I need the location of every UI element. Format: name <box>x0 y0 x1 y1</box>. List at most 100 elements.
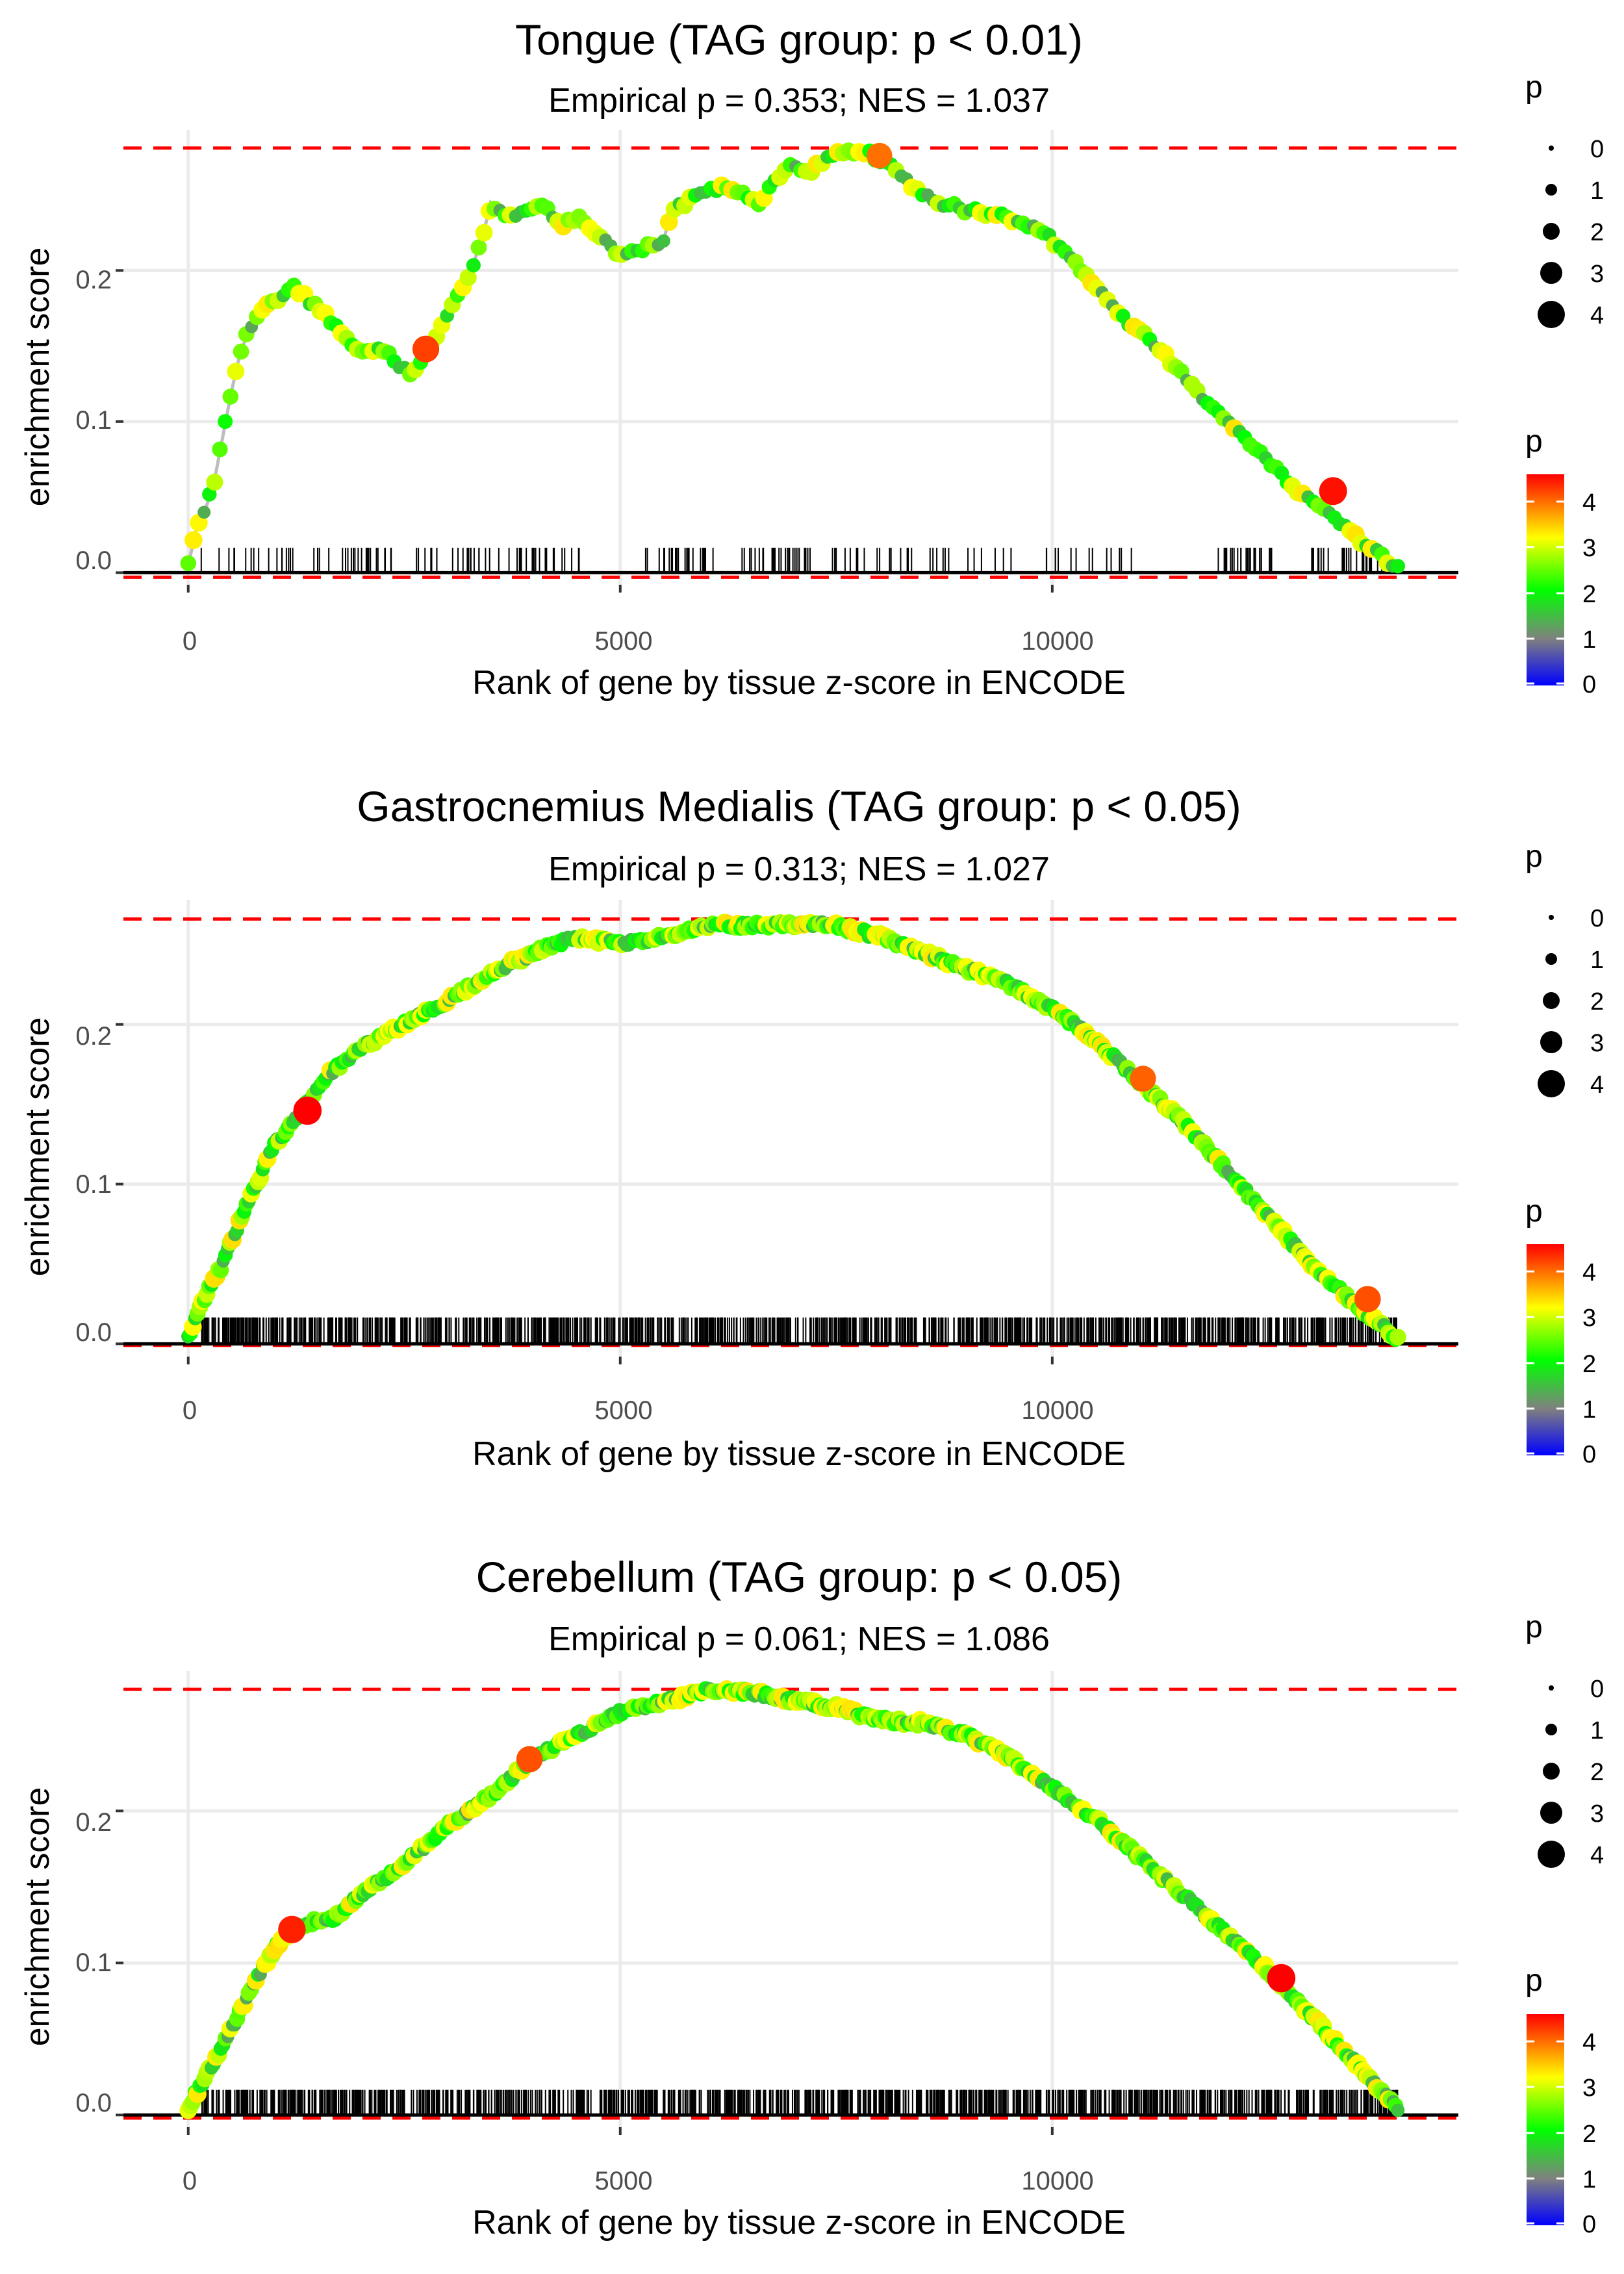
es-curve <box>186 922 1399 1340</box>
gene-point <box>227 363 245 381</box>
gene-point <box>657 234 670 248</box>
legend-size: p 0 1 2 3 4 <box>1525 1610 1604 1869</box>
y-tick-label: 0.1 <box>75 1948 112 1977</box>
plot-area <box>116 130 1458 593</box>
legend-color-title: p <box>1525 424 1543 459</box>
panel-subtitle: Empirical p = 0.313; NES = 1.027 <box>548 850 1050 888</box>
gene-point <box>1390 559 1406 574</box>
legend-size-dot <box>1549 146 1554 151</box>
legend-size-label: 4 <box>1590 1842 1604 1869</box>
y-tick-label: 0.2 <box>75 266 112 294</box>
legend-size-label: 1 <box>1590 177 1604 205</box>
legend-size-title: p <box>1525 1610 1543 1644</box>
legend-size-label: 0 <box>1590 905 1604 932</box>
legend-color-label: 3 <box>1582 1305 1596 1332</box>
legend-size-dot <box>1538 1070 1565 1097</box>
legend-size-title: p <box>1525 839 1543 874</box>
x-tick-label: 10000 <box>1021 627 1093 656</box>
legend-size-label: 4 <box>1590 1071 1604 1099</box>
x-tick-label: 10000 <box>1021 2167 1093 2195</box>
x-tick-label: 0 <box>183 1396 197 1425</box>
legend-size-label: 3 <box>1590 1030 1604 1057</box>
highlighted-gene-point <box>278 1915 306 1943</box>
legend-colorbar: p 4 3 2 1 0 <box>1525 424 1596 698</box>
legend-color-label: 1 <box>1582 2166 1596 2193</box>
legend-size-dot <box>1543 992 1560 1009</box>
gene-point <box>197 505 211 519</box>
panel-title: Cerebellum (TAG group: p < 0.05) <box>476 1553 1123 1601</box>
legend-color-title: p <box>1525 1963 1543 1998</box>
legend-color-label: 4 <box>1582 489 1596 517</box>
legend-size-label: 1 <box>1590 947 1604 974</box>
x-axis-label: Rank of gene by tissue z-score in ENCODE <box>472 664 1126 702</box>
y-tick-label: 0.0 <box>75 546 112 575</box>
legend-size-dot <box>1545 953 1557 965</box>
legend-size-dot <box>1540 1802 1562 1824</box>
colorbar <box>1527 474 1564 685</box>
gene-point <box>233 343 249 360</box>
legend-size-label: 2 <box>1590 1759 1604 1786</box>
y-tick-label: 0.0 <box>75 2089 112 2117</box>
legend-color-label: 4 <box>1582 1259 1596 1286</box>
legend-size: p 0 1 2 3 4 <box>1525 839 1604 1099</box>
legend-size-dot <box>1540 262 1562 284</box>
x-tick-label: 5000 <box>595 627 653 656</box>
legend-color-label: 1 <box>1582 1396 1596 1424</box>
legend-color-title: p <box>1525 1194 1543 1229</box>
gene-point <box>206 474 223 491</box>
y-axis-label: enrichment score <box>19 1787 57 2047</box>
legend-size-dot <box>1538 301 1565 328</box>
legend-size-label: 2 <box>1590 219 1604 246</box>
panel-gastrocnemius: Gastrocnemius Medialis (TAG group: p < 0… <box>19 782 1604 1473</box>
gene-point <box>212 441 228 457</box>
legend-color-label: 4 <box>1582 2029 1596 2056</box>
panel-title: Gastrocnemius Medialis (TAG group: p < 0… <box>357 782 1241 830</box>
panel-subtitle: Empirical p = 0.353; NES = 1.037 <box>548 82 1050 120</box>
gene-point <box>222 389 239 405</box>
panel-tongue: Tongue (TAG group: p < 0.01) Empirical p… <box>19 16 1604 702</box>
x-tick-label: 5000 <box>595 1396 653 1425</box>
highlighted-gene-point <box>867 142 893 169</box>
legend-color-label: 1 <box>1582 626 1596 654</box>
gene-point <box>1391 2103 1405 2117</box>
colorbar <box>1527 1244 1564 1455</box>
panel-cerebellum: Cerebellum (TAG group: p < 0.05) Empiric… <box>19 1553 1604 2242</box>
colorbar <box>1527 2014 1564 2225</box>
legend-size-label: 0 <box>1590 136 1604 163</box>
legend-color-label: 2 <box>1582 2121 1596 2148</box>
legend-color-label: 0 <box>1582 671 1596 698</box>
gene-point <box>475 224 493 242</box>
legend-color-label: 3 <box>1582 535 1596 562</box>
legend-color-label: 2 <box>1582 1351 1596 1378</box>
gene-point <box>466 258 481 273</box>
es-curve <box>186 1689 1399 2110</box>
legend-color-label: 2 <box>1582 581 1596 608</box>
x-axis-label: Rank of gene by tissue z-score in ENCODE <box>472 2204 1126 2242</box>
legend-size-label: 2 <box>1590 988 1604 1016</box>
gene-point <box>459 268 477 287</box>
highlighted-gene-point <box>1267 1963 1296 1993</box>
legend-size-dot <box>1549 915 1554 920</box>
highlighted-gene-point <box>516 1746 543 1773</box>
highlighted-gene-point <box>412 335 440 363</box>
highlighted-gene-point <box>293 1096 322 1125</box>
y-tick-label: 0.0 <box>75 1318 112 1347</box>
panel-title: Tongue (TAG group: p < 0.01) <box>515 16 1083 64</box>
legend-size-label: 3 <box>1590 261 1604 288</box>
legend-size-title: p <box>1525 70 1543 105</box>
legend-color-label: 3 <box>1582 2075 1596 2102</box>
legend-size-label: 4 <box>1590 302 1604 329</box>
gene-point <box>184 531 203 550</box>
plot-area <box>116 1671 1458 2135</box>
y-axis-label: enrichment score <box>19 248 57 507</box>
x-tick-label: 0 <box>183 627 197 656</box>
legend-size-label: 1 <box>1590 1717 1604 1744</box>
legend-color-label: 0 <box>1582 1441 1596 1468</box>
legend-size-dot <box>1540 1031 1562 1053</box>
y-tick-label: 0.2 <box>75 1808 112 1837</box>
panel-subtitle: Empirical p = 0.061; NES = 1.086 <box>548 1620 1050 1658</box>
legend-size-dot <box>1543 1763 1560 1780</box>
legend-colorbar: p 4 3 2 1 0 <box>1525 1963 1596 2238</box>
gene-point <box>202 487 217 502</box>
